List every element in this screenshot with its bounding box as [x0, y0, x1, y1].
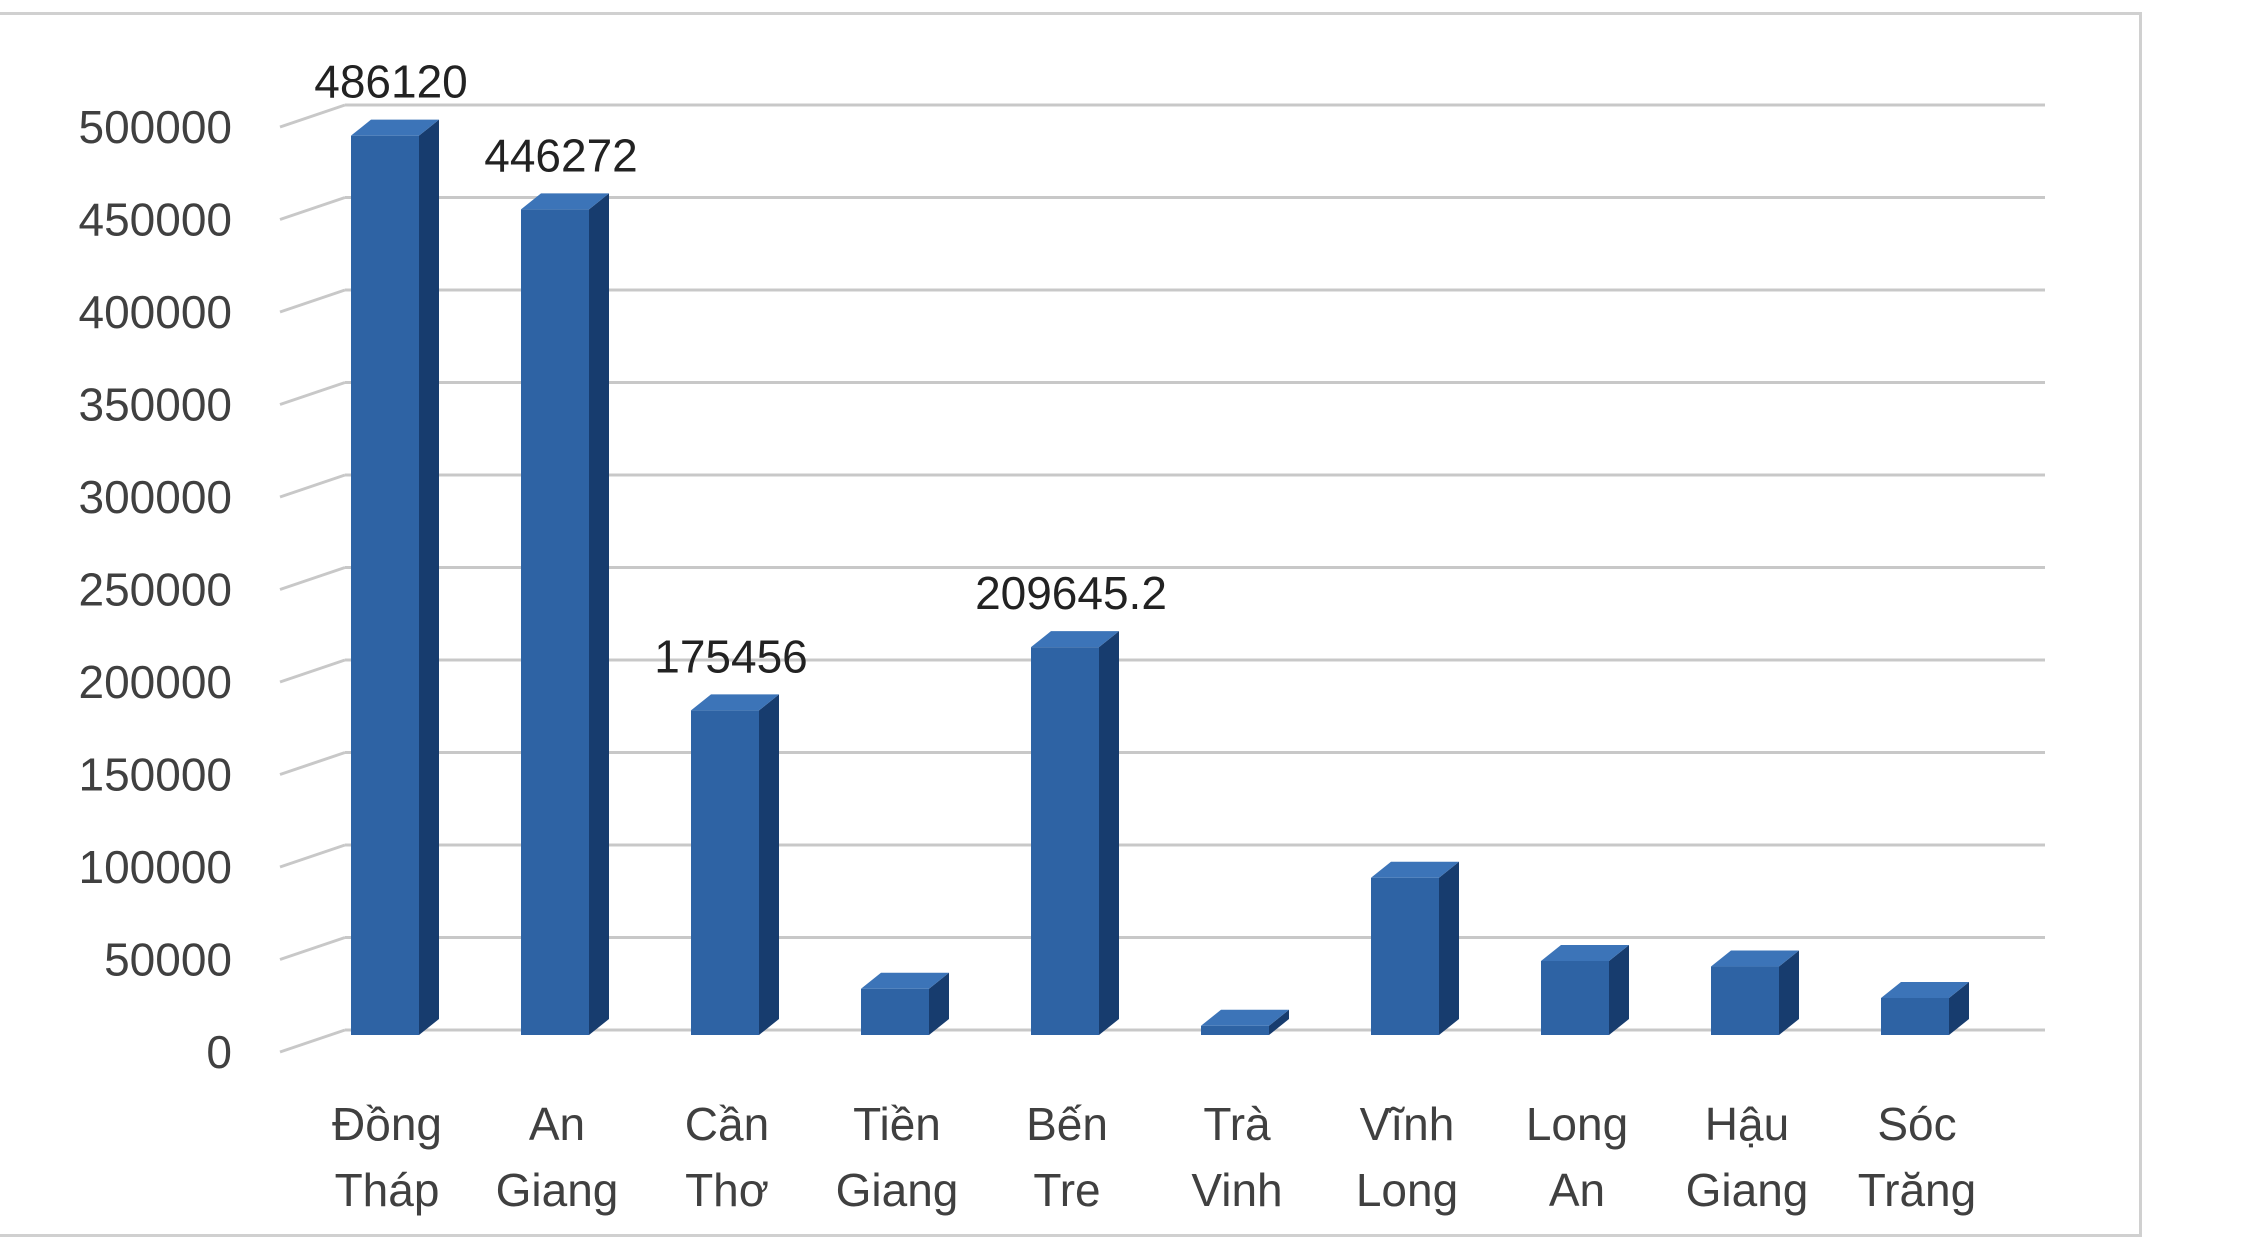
y-tick-label: 100000 — [79, 841, 233, 893]
y-axis-ticks: 0 50000 100000 150000 200000 250000 300000 3500… — [79, 101, 233, 1078]
x-category-label: Trăng — [1858, 1164, 1976, 1216]
x-category-label: Vĩnh — [1360, 1098, 1455, 1150]
bar-side — [589, 193, 609, 1036]
bar-front — [521, 209, 589, 1036]
x-category-label: An — [529, 1098, 585, 1150]
y-tick-label: 200000 — [79, 656, 233, 708]
gridline-diag-4 — [279, 658, 346, 684]
x-category-label: Tre — [1033, 1164, 1100, 1216]
bar — [1881, 982, 1969, 1035]
bar-side — [929, 972, 949, 1035]
x-category-label: Tiền — [853, 1098, 941, 1150]
bar-front — [691, 710, 759, 1035]
bar-top — [1371, 861, 1459, 878]
bar-front — [1881, 998, 1949, 1035]
bar — [1371, 861, 1459, 1035]
bar-side — [1949, 982, 1969, 1035]
x-category-label: Trà — [1203, 1098, 1271, 1150]
x-category-label: Long — [1526, 1098, 1628, 1150]
y-tick-label: 50000 — [104, 934, 232, 986]
data-label: 446272 — [484, 129, 638, 181]
bar-side — [759, 694, 779, 1035]
y-tick-label: 250000 — [79, 564, 233, 616]
bar-top — [691, 694, 779, 711]
x-category-label: Giang — [836, 1164, 959, 1216]
bar-side — [1609, 945, 1629, 1035]
y-tick-label: 300000 — [79, 471, 233, 523]
gridline-diag-1 — [279, 936, 346, 961]
bar-chart: 0 50000 100000 150000 200000 250000 300000 3500… — [79, 56, 2045, 1216]
x-category-label: Tháp — [335, 1164, 440, 1216]
x-category-label: Giang — [496, 1164, 619, 1216]
bar-top — [521, 193, 609, 210]
gridline-diag-7 — [279, 381, 346, 406]
chart-frame: 0 50000 100000 150000 200000 250000 300000 3500… — [0, 12, 2142, 1237]
bar-top — [1031, 631, 1119, 648]
y-tick-label: 500000 — [79, 101, 233, 153]
x-category-label: Vinh — [1191, 1164, 1282, 1216]
x-axis-categories: Đồng Tháp An Giang Cần Thơ Tiền Giang Bến Tre Trà V… — [332, 1098, 1976, 1216]
bar — [861, 972, 949, 1035]
gridline-diag-5 — [279, 566, 346, 591]
bar-side — [419, 119, 439, 1036]
bar-front — [1371, 877, 1439, 1035]
gridline-diag-6 — [279, 473, 346, 499]
bar-front — [861, 988, 929, 1035]
x-category-label: Hậu — [1705, 1098, 1789, 1150]
y-tick-label: 400000 — [79, 286, 233, 338]
bar-top — [1711, 950, 1799, 967]
bar-top — [1541, 945, 1629, 961]
bar-front — [1201, 1025, 1269, 1035]
bar-front — [351, 135, 419, 1036]
bar-top — [861, 972, 949, 989]
gridline-diag-3 — [279, 751, 346, 776]
x-category-label: Đồng — [332, 1098, 442, 1150]
bar-layer — [351, 119, 1969, 1036]
gridline-diag-9 — [279, 196, 346, 221]
x-category-label: Giang — [1686, 1164, 1809, 1216]
x-category-label: Long — [1356, 1164, 1458, 1216]
bar-front — [1541, 961, 1609, 1035]
grid-layer — [279, 103, 2045, 1054]
bar — [1541, 945, 1629, 1035]
bar-top — [1201, 1009, 1289, 1026]
gridline-diag-10 — [279, 103, 346, 129]
gridline-diag-8 — [279, 288, 346, 314]
bar-top — [351, 119, 439, 136]
y-tick-label: 150000 — [79, 749, 233, 801]
bar — [691, 694, 779, 1035]
bar-front — [1711, 966, 1779, 1035]
bar — [1031, 631, 1119, 1035]
bar — [521, 193, 609, 1036]
data-label: 209645.2 — [975, 567, 1167, 619]
x-category-label: Sóc — [1877, 1098, 1956, 1150]
x-category-label: An — [1549, 1164, 1605, 1216]
x-category-label: Cần — [685, 1098, 769, 1150]
bar — [351, 119, 439, 1036]
bar — [1201, 1009, 1289, 1035]
data-label: 175456 — [654, 630, 808, 682]
y-tick-label: 0 — [206, 1026, 232, 1078]
bar — [1711, 950, 1799, 1035]
data-labels: 486120 446272 175456 209645.2 — [314, 56, 1167, 683]
bar-side — [1779, 950, 1799, 1035]
data-label: 486120 — [314, 56, 468, 108]
bar-side — [1099, 631, 1119, 1035]
gridline-diag-0 — [279, 1028, 346, 1054]
y-tick-label: 350000 — [79, 379, 233, 431]
bar-top — [1881, 982, 1969, 998]
bar-front — [1031, 647, 1099, 1035]
x-category-label: Bến — [1026, 1098, 1108, 1150]
x-category-label: Thơ — [685, 1164, 769, 1216]
gridline-diag-2 — [279, 843, 346, 869]
y-tick-label: 450000 — [79, 194, 233, 246]
bar-side — [1269, 1009, 1289, 1035]
bar-side — [1439, 861, 1459, 1035]
